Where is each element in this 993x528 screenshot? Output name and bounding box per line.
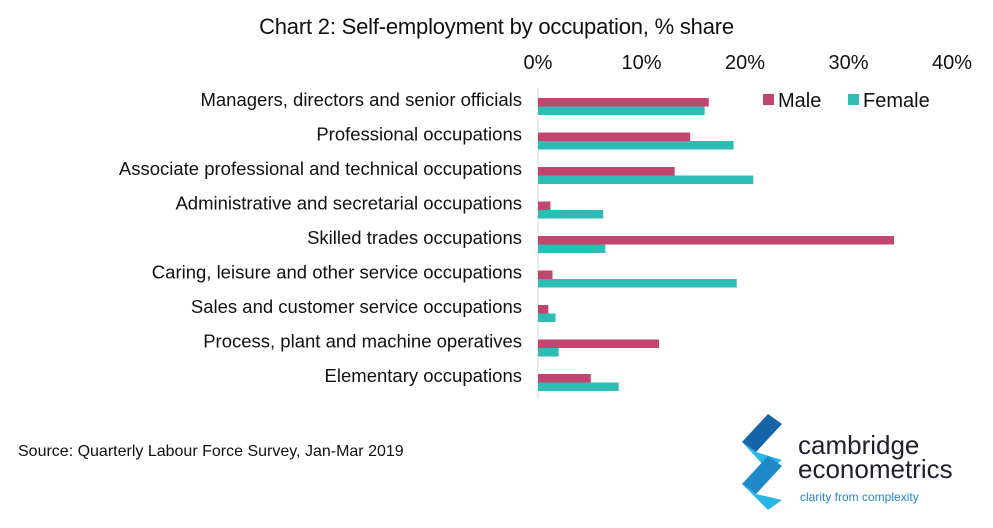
bar-female <box>538 348 559 357</box>
bar-male <box>538 236 895 245</box>
category-label: Caring, leisure and other service occupa… <box>152 262 522 283</box>
chart-title: Chart 2: Self-employment by occupation, … <box>259 14 734 39</box>
bar-male <box>538 339 660 348</box>
category-label: Associate professional and technical occ… <box>119 158 522 179</box>
bar-male <box>538 201 551 210</box>
source-note: Source: Quarterly Labour Force Survey, J… <box>18 443 404 460</box>
bar-female <box>538 141 734 150</box>
bar-male <box>538 167 675 176</box>
bar-female <box>538 313 556 322</box>
bar-male <box>538 98 709 107</box>
category-label: Process, plant and machine operatives <box>203 331 522 352</box>
bar-female <box>538 210 604 219</box>
logo-tagline: clarity from complexity <box>800 490 919 504</box>
bar-male <box>538 305 549 314</box>
bar-male <box>538 374 591 383</box>
cambridge-econometrics-logo: cambridge econometrics clarity from comp… <box>738 408 988 520</box>
category-label: Sales and customer service occupations <box>191 296 522 317</box>
bar-female <box>538 279 737 288</box>
logo-name-line1: cambridge <box>798 430 920 460</box>
legend-swatch-female <box>848 94 859 105</box>
category-label: Administrative and secretarial occupatio… <box>175 193 522 214</box>
bar-male <box>538 270 553 279</box>
x-tick-label: 10% <box>621 52 661 74</box>
bar-female <box>538 382 619 391</box>
category-label: Skilled trades occupations <box>307 227 522 248</box>
x-tick-label: 20% <box>725 52 765 74</box>
x-tick-label: 30% <box>828 52 868 74</box>
legend-label-male: Male <box>778 90 821 112</box>
bar-female <box>538 244 606 253</box>
category-label: Managers, directors and senior officials <box>200 89 522 110</box>
category-label: Professional occupations <box>316 124 522 145</box>
logo-mark-icon <box>742 414 782 510</box>
x-tick-label: 40% <box>932 52 972 74</box>
legend-swatch-male <box>763 94 774 105</box>
legend-label-female: Female <box>863 90 930 112</box>
category-label: Elementary occupations <box>325 365 522 386</box>
bar-male <box>538 132 691 141</box>
logo-name-line2: econometrics <box>798 454 953 484</box>
bar-female <box>538 175 754 184</box>
x-tick-label: 0% <box>524 52 553 74</box>
bar-female <box>538 106 705 115</box>
